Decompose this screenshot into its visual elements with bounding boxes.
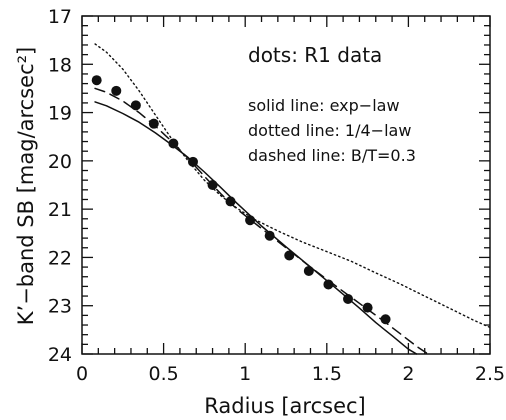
y-tick-label: 20 — [48, 151, 72, 173]
data-point — [148, 118, 159, 129]
annotation-solid: solid line: exp−law — [248, 96, 400, 115]
y-axis-title: K’−band SB [mag/arcsec²] — [14, 47, 38, 326]
series-dotted-line — [94, 43, 491, 329]
x-tick-label: 1.5 — [312, 363, 342, 385]
x-tick-label: 2 — [402, 363, 414, 385]
x-axis-title: Radius [arcsec] — [204, 394, 365, 418]
y-tick-label: 18 — [48, 54, 72, 76]
x-tick-label: 0 — [76, 363, 88, 385]
y-tick-label: 24 — [48, 344, 72, 366]
data-point — [187, 156, 198, 167]
data-point — [111, 85, 122, 96]
data-point — [380, 314, 391, 325]
x-tick-label: 2.5 — [475, 363, 505, 385]
curves-layer — [94, 43, 491, 355]
y-tick-label: 17 — [48, 6, 72, 28]
x-tick-label: 0.5 — [148, 363, 178, 385]
data-point — [362, 302, 373, 313]
data-point — [225, 196, 236, 207]
data-point — [130, 100, 141, 111]
y-tick-label: 21 — [48, 199, 72, 221]
data-point — [207, 180, 218, 190]
tick-labels-layer: 0 0.5 1 1.5 2 2.5 17 18 19 20 21 22 23 24 — [48, 6, 505, 385]
x-tick-label: 1 — [239, 363, 251, 385]
annotation-dashed: dashed line: B/T=0.3 — [248, 146, 416, 165]
series-solid-line — [94, 101, 418, 355]
annotation-dots: dots: R1 data — [248, 43, 382, 67]
data-point — [168, 138, 179, 149]
data-point — [264, 230, 275, 241]
data-point — [284, 250, 295, 261]
data-point — [323, 279, 334, 290]
annotation-dotted: dotted line: 1/4−law — [248, 121, 411, 140]
y-tick-label: 23 — [48, 296, 72, 318]
y-tick-label: 22 — [48, 247, 72, 269]
data-point — [245, 215, 256, 226]
data-point — [303, 265, 314, 276]
data-point — [91, 75, 102, 86]
data-point — [343, 293, 354, 304]
y-tick-label: 19 — [48, 103, 72, 125]
plot-frame — [81, 15, 491, 355]
points-layer — [91, 75, 391, 325]
